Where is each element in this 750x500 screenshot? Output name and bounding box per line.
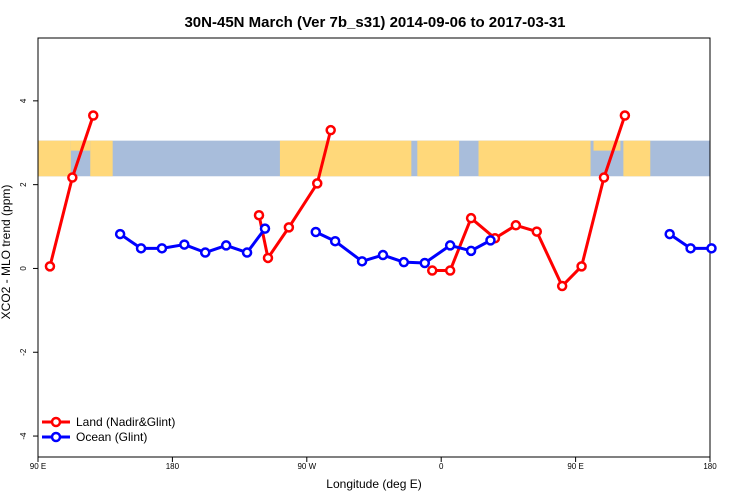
x-tick-label: 90 W bbox=[297, 462, 316, 471]
legend: Land (Nadir&Glint) Ocean (Glint) bbox=[42, 415, 175, 444]
legend-ocean-marker bbox=[50, 431, 62, 443]
map-land-partial-0 bbox=[70, 140, 91, 151]
land-point bbox=[531, 226, 543, 237]
y-tick-label: 0 bbox=[19, 266, 28, 271]
land-point bbox=[253, 209, 265, 221]
land-point bbox=[312, 178, 323, 189]
y-tick-label: 2 bbox=[19, 182, 28, 187]
ocean-point bbox=[220, 240, 232, 251]
map-land-4 bbox=[478, 140, 591, 177]
ocean-point bbox=[179, 239, 190, 250]
ocean-point bbox=[241, 247, 253, 258]
land-point bbox=[556, 280, 568, 292]
map-land-2 bbox=[279, 140, 412, 177]
x-axis-label: Longitude (deg E) bbox=[326, 477, 421, 491]
ocean-point bbox=[135, 243, 147, 254]
ocean-point bbox=[114, 228, 126, 240]
map-land-3 bbox=[417, 140, 460, 177]
land-point bbox=[576, 261, 587, 272]
x-tick-label: 180 bbox=[703, 462, 717, 471]
y-axis-label: XCO2 - MLO trend (ppm) bbox=[0, 185, 13, 320]
map-land-5 bbox=[623, 140, 651, 177]
land-point bbox=[262, 252, 274, 264]
ocean-point bbox=[356, 256, 368, 267]
land-point bbox=[44, 261, 56, 272]
land-point bbox=[619, 110, 631, 121]
ocean-point bbox=[200, 247, 211, 258]
x-tick-label: 90 E bbox=[30, 462, 46, 471]
ocean-point bbox=[419, 257, 431, 269]
land-series-line bbox=[48, 115, 95, 267]
y-tick-label: -4 bbox=[19, 432, 28, 440]
ocean-point bbox=[329, 235, 341, 247]
y-tick-label: -2 bbox=[19, 348, 28, 356]
ocean-point bbox=[156, 243, 168, 254]
land-point bbox=[88, 110, 99, 121]
map-strip bbox=[38, 140, 710, 177]
map-land-1 bbox=[90, 140, 113, 177]
x-tick-label: 0 bbox=[439, 462, 444, 471]
x-tick-label: 90 E bbox=[567, 462, 583, 471]
map-land-0 bbox=[38, 140, 71, 177]
y-tick-label: 4 bbox=[19, 98, 28, 103]
ocean-point bbox=[259, 223, 271, 234]
ocean-point bbox=[465, 245, 477, 257]
ocean-point bbox=[398, 256, 410, 268]
ocean-point bbox=[444, 240, 456, 251]
land-series-line bbox=[432, 115, 627, 288]
land-point bbox=[67, 172, 78, 183]
y-axis: -4 -2 0 2 4 bbox=[19, 98, 38, 440]
ocean-point bbox=[485, 235, 496, 246]
ocean-point bbox=[310, 226, 322, 238]
land-point bbox=[465, 212, 477, 224]
series-layer bbox=[44, 110, 717, 292]
legend-land-label: Land (Nadir&Glint) bbox=[76, 415, 175, 429]
ocean-point bbox=[685, 243, 696, 254]
land-point bbox=[283, 222, 295, 233]
x-axis: 90 E 180 90 W 0 90 E 180 bbox=[30, 457, 717, 471]
map-land-partial-1 bbox=[593, 140, 621, 151]
x-tick-label: 180 bbox=[166, 462, 180, 471]
ocean-point bbox=[706, 243, 717, 254]
land-point bbox=[598, 172, 610, 183]
land-point bbox=[444, 265, 456, 276]
land-point bbox=[426, 265, 438, 276]
legend-ocean-label: Ocean (Glint) bbox=[76, 430, 147, 444]
chart-title: 30N-45N March (Ver 7b_s31) 2014-09-06 to… bbox=[184, 14, 565, 31]
ocean-point bbox=[377, 249, 389, 261]
land-point bbox=[325, 124, 336, 136]
ocean-point bbox=[664, 228, 675, 240]
legend-land-marker bbox=[50, 416, 62, 428]
land-point bbox=[510, 220, 522, 231]
